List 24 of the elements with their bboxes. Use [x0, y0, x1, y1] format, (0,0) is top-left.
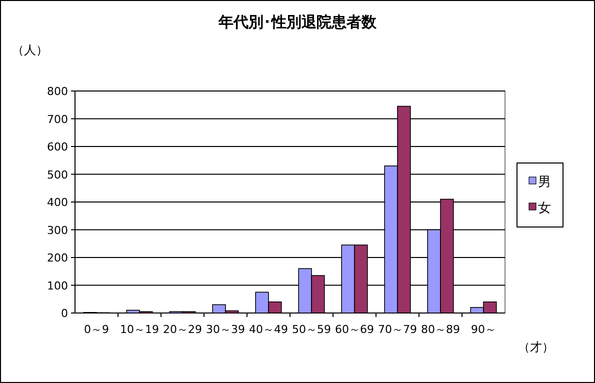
y-tick-label: 600: [47, 140, 68, 154]
y-tick-label: 0: [61, 307, 68, 320]
x-tick-label: 10～19: [120, 323, 159, 336]
x-tick-label: 50～59: [292, 323, 331, 336]
legend-label: 男: [538, 175, 551, 190]
x-tick-label: 20～29: [163, 323, 202, 336]
y-tick-label: 300: [47, 224, 68, 237]
chart-title: 年代別･性別退院患者数: [218, 13, 378, 31]
x-tick-label: 80～89: [421, 323, 460, 336]
x-tick-label: 30～39: [206, 323, 245, 336]
y-tick-label: 400: [47, 196, 68, 209]
x-tick-label: 0～9: [84, 323, 109, 336]
y-tick-label: 700: [47, 112, 68, 126]
y-axis-title: （人）: [12, 43, 48, 57]
x-tick-label: 40～49: [249, 323, 288, 336]
y-tick-label: 500: [47, 168, 68, 182]
y-tick-label: 200: [47, 252, 68, 264]
y-tick-label: 800: [47, 85, 68, 98]
x-tick-label: 60～69: [335, 323, 374, 336]
x-tick-label: 70～79: [378, 323, 417, 336]
x-axis-title: （才）: [518, 340, 554, 354]
legend-label: 女: [538, 201, 551, 216]
x-tick-label: 90～: [471, 323, 496, 336]
y-tick-label: 100: [47, 279, 68, 292]
